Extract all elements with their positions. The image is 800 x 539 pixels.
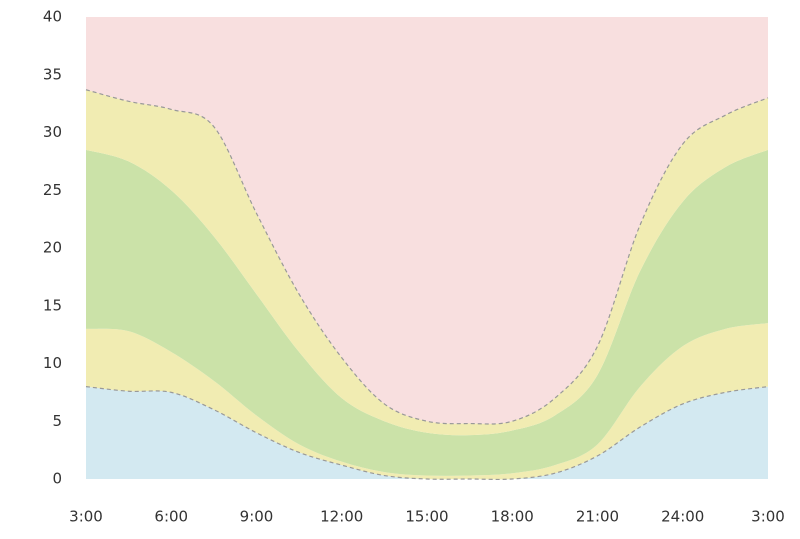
y-tick-label: 20 bbox=[43, 239, 62, 257]
y-tick-label: 15 bbox=[43, 296, 62, 314]
band-area bbox=[86, 149, 768, 476]
y-tick-label: 35 bbox=[43, 65, 62, 83]
y-tick-label: 10 bbox=[43, 354, 62, 372]
y-tick-label: 0 bbox=[52, 470, 62, 488]
band-area bbox=[86, 323, 768, 480]
x-tick-label: 24:00 bbox=[661, 508, 704, 526]
y-tick-label: 5 bbox=[52, 412, 62, 430]
y-tick-label: 30 bbox=[43, 123, 62, 141]
boundary-line bbox=[85, 386, 769, 481]
x-tick-label: 12:00 bbox=[320, 508, 363, 526]
x-tick-label: 3:00 bbox=[751, 508, 785, 526]
band-area bbox=[86, 17, 768, 424]
band-area bbox=[86, 89, 768, 436]
boundary-line bbox=[85, 89, 769, 425]
x-tick-label: 6:00 bbox=[154, 508, 188, 526]
y-tick-label: 25 bbox=[43, 181, 62, 199]
x-tick-label: 3:00 bbox=[69, 508, 103, 526]
y-tick-label: 40 bbox=[43, 8, 62, 26]
x-tick-label: 18:00 bbox=[491, 508, 534, 526]
x-tick-label: 15:00 bbox=[405, 508, 448, 526]
x-tick-label: 9:00 bbox=[240, 508, 274, 526]
x-tick-label: 21:00 bbox=[576, 508, 619, 526]
